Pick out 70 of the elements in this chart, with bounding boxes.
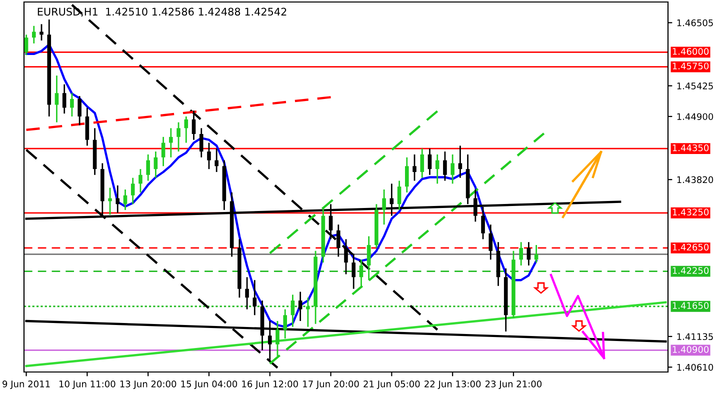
candlestick [70,92,74,118]
candlestick [298,291,302,322]
y-tick-label: 1.44900 [677,113,714,120]
candlestick [276,320,280,357]
candlestick [108,187,112,216]
candlestick [130,177,135,205]
ref-line-label: 1.46000 [672,48,709,55]
candlestick [184,116,188,144]
candlestick [54,74,59,124]
candlestick [85,107,90,146]
candlestick [214,148,218,173]
candlestick [404,156,409,194]
candlestick [336,224,340,258]
y-tick-label: 1.46505 [677,19,713,26]
candlestick [412,154,416,182]
candlestick [252,279,257,316]
candlestick [397,180,402,211]
candlestick [443,150,447,182]
candlestick [488,224,493,260]
candlestick [24,34,28,56]
candlestick [116,184,120,214]
candlestick [40,23,44,42]
ref-line-label: 1.40900 [672,346,709,353]
candlestick [199,127,204,158]
candlestick [458,144,462,179]
ref-line-label: 1.42250 [672,267,709,274]
candlestick [428,148,432,176]
candlestick [519,241,523,266]
x-tick-label: 16 Jun 12:00 [242,380,298,389]
candlestick [382,188,386,226]
candlestick [207,142,211,170]
x-tick-label: 10 Jun 11:00 [60,380,116,389]
candlestick [161,136,166,167]
candlestick [146,154,150,182]
candlestick [420,148,424,179]
x-tick-label: 9 Jun 2011 [2,380,50,389]
candlestick [526,241,531,266]
candlestick [283,308,288,340]
candlestick [290,294,295,328]
candlestick [62,84,66,114]
candlestick [176,122,180,152]
x-tick-label: 23 Jun 21:00 [485,380,542,389]
x-tick-label: 15 Jun 04:00 [181,380,238,389]
candlestick [450,154,454,184]
ref-line-label: 1.43250 [672,208,709,216]
candlestick [138,168,142,194]
x-tick-label: 17 Jun 20:00 [303,380,359,389]
candlestick [435,154,440,184]
candlestick [352,253,356,290]
candlestick [78,95,82,126]
candlestick [154,150,158,179]
ref-line-label: 1.41650 [672,302,709,309]
candlestick [366,236,371,281]
candlestick [344,238,348,275]
y-tick-label: 1.40610 [677,364,714,371]
candlestick [192,110,196,141]
y-tick-label: 1.41135 [677,333,713,340]
ref-line-label: 1.42650 [672,244,709,251]
x-tick-label: 21 Jun 05:00 [364,380,420,389]
candlestick [359,258,364,287]
x-tick-label: 22 Jun 13:00 [424,380,481,389]
candlestick [245,276,249,310]
ref-line-label: 1.45750 [672,62,709,70]
y-tick-label: 1.43820 [677,176,714,184]
y-tick-label: 1.45425 [677,82,713,90]
candlestick [169,127,173,158]
candlestick [32,25,36,44]
ref-line-label: 1.44350 [672,144,709,152]
x-tick-label: 13 Jun 20:00 [120,380,176,389]
candlestick [306,296,310,328]
